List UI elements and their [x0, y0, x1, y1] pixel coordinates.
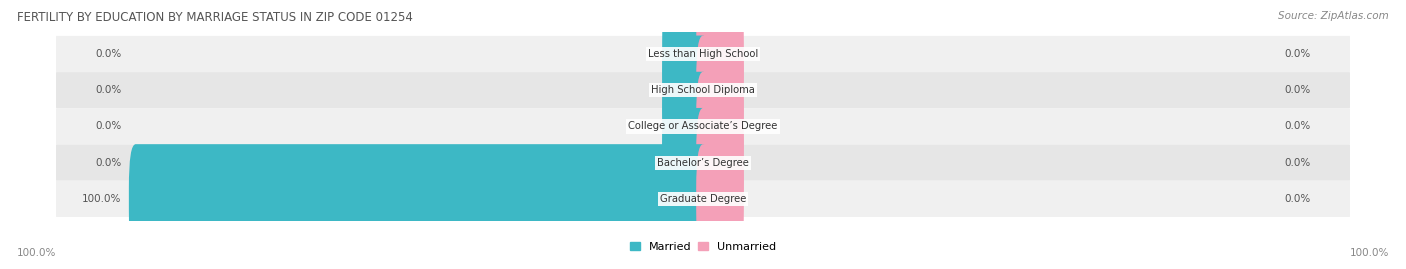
FancyBboxPatch shape [696, 108, 744, 217]
Text: High School Diploma: High School Diploma [651, 85, 755, 95]
Text: Less than High School: Less than High School [648, 49, 758, 59]
FancyBboxPatch shape [662, 36, 710, 145]
Text: 0.0%: 0.0% [96, 85, 121, 95]
FancyBboxPatch shape [56, 72, 1350, 108]
Text: 0.0%: 0.0% [1285, 158, 1310, 168]
Legend: Married, Unmarried: Married, Unmarried [626, 238, 780, 256]
Text: 100.0%: 100.0% [82, 194, 121, 204]
Text: 0.0%: 0.0% [1285, 85, 1310, 95]
FancyBboxPatch shape [696, 144, 744, 253]
FancyBboxPatch shape [696, 72, 744, 181]
FancyBboxPatch shape [129, 144, 710, 253]
FancyBboxPatch shape [56, 144, 1350, 181]
FancyBboxPatch shape [56, 36, 1350, 72]
Text: Bachelor’s Degree: Bachelor’s Degree [657, 158, 749, 168]
Text: 0.0%: 0.0% [1285, 49, 1310, 59]
FancyBboxPatch shape [56, 108, 1350, 144]
FancyBboxPatch shape [662, 108, 710, 217]
Text: 0.0%: 0.0% [1285, 194, 1310, 204]
Text: 100.0%: 100.0% [17, 248, 56, 258]
Text: Graduate Degree: Graduate Degree [659, 194, 747, 204]
Text: 0.0%: 0.0% [96, 121, 121, 132]
FancyBboxPatch shape [662, 72, 710, 181]
Text: 0.0%: 0.0% [1285, 121, 1310, 132]
FancyBboxPatch shape [662, 0, 710, 109]
Text: Source: ZipAtlas.com: Source: ZipAtlas.com [1278, 11, 1389, 21]
Text: 0.0%: 0.0% [96, 158, 121, 168]
Text: College or Associate’s Degree: College or Associate’s Degree [628, 121, 778, 132]
FancyBboxPatch shape [696, 36, 744, 145]
Text: FERTILITY BY EDUCATION BY MARRIAGE STATUS IN ZIP CODE 01254: FERTILITY BY EDUCATION BY MARRIAGE STATU… [17, 11, 413, 24]
Text: 100.0%: 100.0% [1350, 248, 1389, 258]
FancyBboxPatch shape [696, 0, 744, 109]
FancyBboxPatch shape [56, 181, 1350, 217]
Text: 0.0%: 0.0% [96, 49, 121, 59]
